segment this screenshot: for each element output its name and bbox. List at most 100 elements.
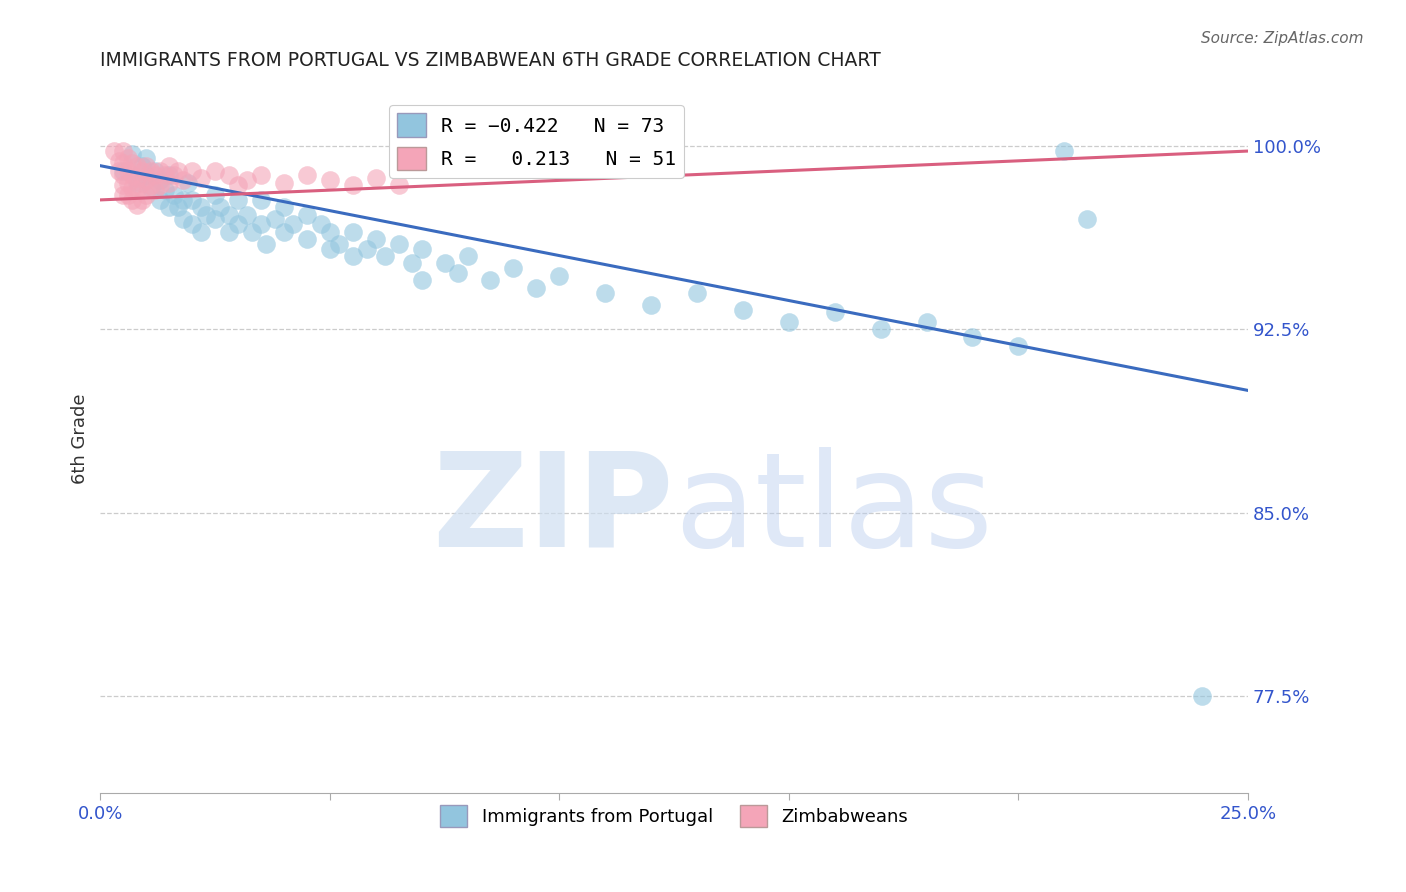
Point bbox=[157, 169, 180, 183]
Text: IMMIGRANTS FROM PORTUGAL VS ZIMBABWEAN 6TH GRADE CORRELATION CHART: IMMIGRANTS FROM PORTUGAL VS ZIMBABWEAN 6… bbox=[100, 51, 882, 70]
Point bbox=[218, 208, 240, 222]
Point bbox=[172, 173, 194, 187]
Point bbox=[149, 193, 172, 207]
Point bbox=[364, 170, 387, 185]
Point bbox=[181, 217, 204, 231]
Point bbox=[121, 156, 143, 170]
Point bbox=[295, 232, 318, 246]
Point bbox=[204, 212, 226, 227]
Point bbox=[112, 169, 135, 183]
Text: Source: ZipAtlas.com: Source: ZipAtlas.com bbox=[1201, 31, 1364, 46]
Point bbox=[342, 225, 364, 239]
Point bbox=[593, 285, 616, 300]
Point bbox=[117, 152, 139, 166]
Point bbox=[135, 188, 157, 202]
Point bbox=[1191, 689, 1213, 703]
Point bbox=[295, 169, 318, 183]
Point bbox=[112, 156, 135, 170]
Point bbox=[131, 163, 153, 178]
Point bbox=[117, 176, 139, 190]
Y-axis label: 6th Grade: 6th Grade bbox=[72, 394, 89, 484]
Point bbox=[172, 193, 194, 207]
Point bbox=[824, 305, 846, 319]
Point bbox=[236, 173, 259, 187]
Point bbox=[640, 298, 662, 312]
Point bbox=[204, 163, 226, 178]
Point bbox=[176, 176, 198, 190]
Point bbox=[309, 217, 332, 231]
Point bbox=[163, 169, 186, 183]
Point bbox=[342, 178, 364, 193]
Point bbox=[157, 200, 180, 214]
Point bbox=[121, 146, 143, 161]
Point bbox=[962, 329, 984, 343]
Point bbox=[121, 193, 143, 207]
Point bbox=[1076, 212, 1098, 227]
Point bbox=[218, 225, 240, 239]
Point bbox=[208, 200, 231, 214]
Point bbox=[281, 217, 304, 231]
Point bbox=[121, 169, 143, 183]
Point bbox=[328, 236, 350, 251]
Point bbox=[273, 200, 295, 214]
Point bbox=[731, 302, 754, 317]
Point bbox=[157, 176, 180, 190]
Point bbox=[254, 236, 277, 251]
Point bbox=[149, 163, 172, 178]
Point bbox=[319, 242, 342, 256]
Point bbox=[548, 268, 571, 283]
Text: ZIP: ZIP bbox=[433, 447, 673, 574]
Point bbox=[411, 242, 433, 256]
Point bbox=[107, 163, 129, 178]
Point bbox=[388, 236, 411, 251]
Point bbox=[915, 315, 938, 329]
Point bbox=[167, 163, 190, 178]
Point bbox=[447, 266, 470, 280]
Point bbox=[135, 152, 157, 166]
Point bbox=[295, 208, 318, 222]
Point bbox=[139, 178, 162, 193]
Point bbox=[131, 193, 153, 207]
Point bbox=[388, 178, 411, 193]
Point bbox=[686, 285, 709, 300]
Point bbox=[107, 153, 129, 168]
Point bbox=[240, 225, 263, 239]
Point bbox=[112, 178, 135, 193]
Point bbox=[433, 256, 456, 270]
Point bbox=[125, 159, 148, 173]
Point bbox=[153, 183, 176, 197]
Point bbox=[250, 193, 273, 207]
Point bbox=[273, 225, 295, 239]
Legend: Immigrants from Portugal, Zimbabweans: Immigrants from Portugal, Zimbabweans bbox=[433, 797, 915, 834]
Point bbox=[364, 232, 387, 246]
Point bbox=[374, 249, 396, 263]
Point bbox=[145, 183, 167, 197]
Point bbox=[157, 159, 180, 173]
Point bbox=[172, 212, 194, 227]
Point bbox=[356, 242, 378, 256]
Point bbox=[167, 200, 190, 214]
Point bbox=[145, 163, 167, 178]
Point bbox=[135, 169, 157, 183]
Point bbox=[149, 173, 172, 187]
Point bbox=[163, 188, 186, 202]
Point bbox=[112, 188, 135, 202]
Point bbox=[319, 173, 342, 187]
Point bbox=[125, 176, 148, 190]
Point bbox=[250, 217, 273, 231]
Point bbox=[139, 180, 162, 194]
Point bbox=[263, 212, 285, 227]
Point bbox=[181, 163, 204, 178]
Point bbox=[778, 315, 800, 329]
Point bbox=[145, 169, 167, 183]
Point bbox=[131, 159, 153, 173]
Point bbox=[125, 198, 148, 212]
Point bbox=[204, 188, 226, 202]
Point bbox=[190, 200, 212, 214]
Point bbox=[103, 144, 125, 158]
Point bbox=[502, 261, 524, 276]
Point bbox=[236, 208, 259, 222]
Point bbox=[457, 249, 479, 263]
Point bbox=[194, 208, 217, 222]
Point bbox=[218, 169, 240, 183]
